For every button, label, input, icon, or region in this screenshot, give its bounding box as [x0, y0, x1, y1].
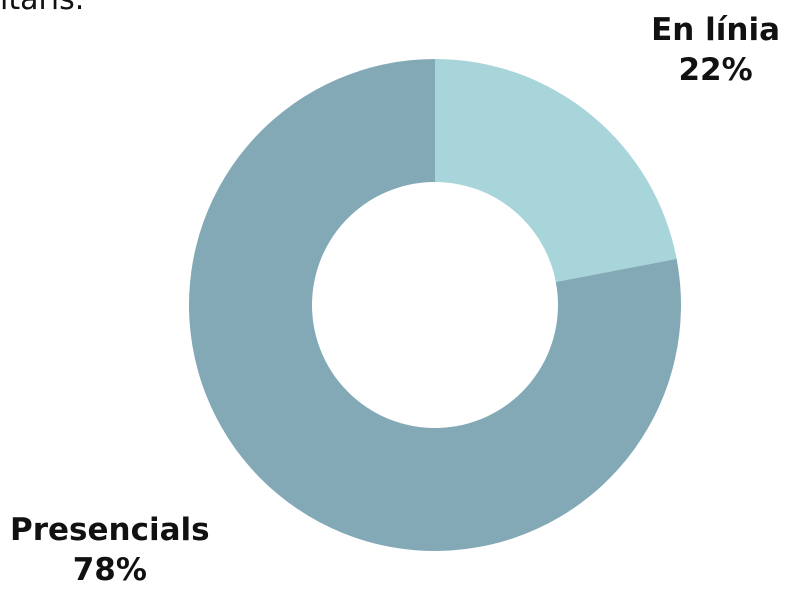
partial-top-text: itaris. [0, 0, 84, 20]
slice-label-inperson-value: 78% [72, 552, 147, 588]
slice-label-inperson-name: Presencials [10, 512, 210, 548]
slice-label-online: En línia 22% [651, 10, 780, 90]
slice-inperson [188, 59, 682, 552]
slice-label-online-name: En línia [651, 12, 780, 48]
slice-label-inperson: Presencials 78% [10, 510, 210, 590]
slice-label-online-value: 22% [678, 52, 753, 88]
slice-online [435, 59, 677, 282]
